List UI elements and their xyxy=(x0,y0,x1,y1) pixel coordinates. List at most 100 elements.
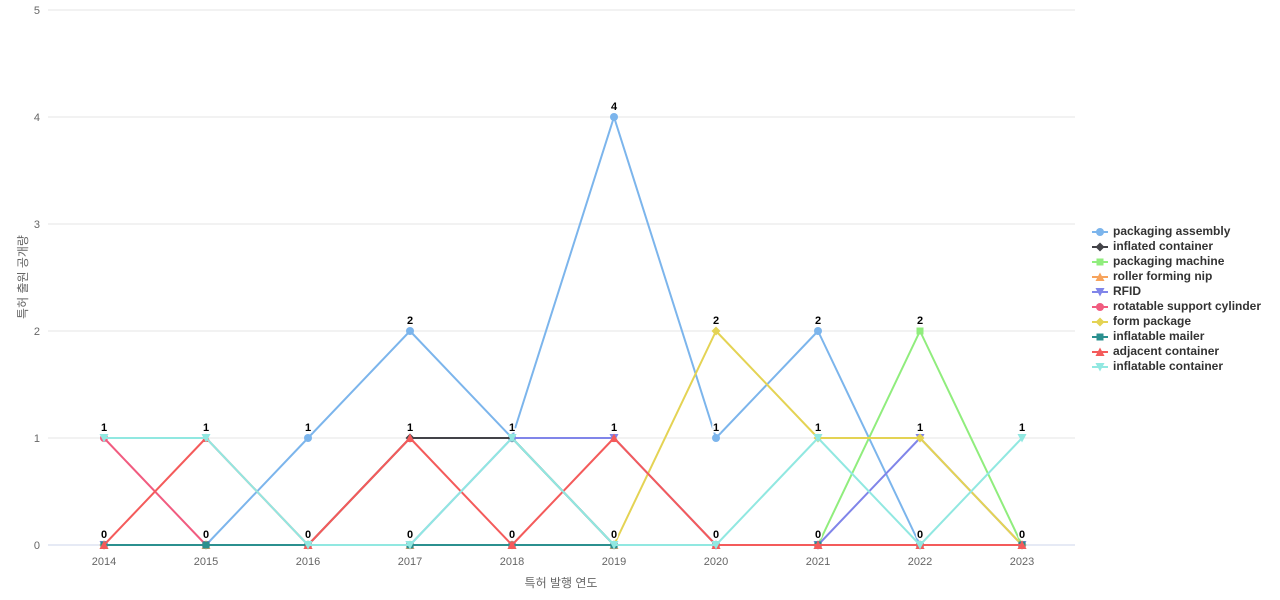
x-axis-title: 특허 발행 연도 xyxy=(524,576,598,590)
diamond-marker-icon xyxy=(1092,242,1108,251)
data-label: 2 xyxy=(713,315,719,327)
data-label: 1 xyxy=(509,422,515,434)
data-point-marker xyxy=(712,434,720,442)
legend-item-inflatable-mailer[interactable]: inflatable mailer xyxy=(1092,329,1261,344)
data-label: 1 xyxy=(407,422,413,434)
legend-item-packaging-assembly[interactable]: packaging assembly xyxy=(1092,224,1261,239)
x-tick-label: 2020 xyxy=(704,556,728,568)
legend-item-inflatable-container[interactable]: inflatable container xyxy=(1092,359,1261,374)
legend-item-inflated-container[interactable]: inflated container xyxy=(1092,239,1261,254)
legend-item-packaging-machine[interactable]: packaging machine xyxy=(1092,254,1261,269)
data-label: 1 xyxy=(1019,422,1025,434)
legend-label: RFID xyxy=(1113,284,1141,298)
data-label: 0 xyxy=(1019,529,1025,541)
triangle-down-marker-icon xyxy=(1092,287,1108,296)
y-tick-label: 3 xyxy=(34,219,40,231)
data-label: 2 xyxy=(407,315,413,327)
data-label: 2 xyxy=(815,315,821,327)
y-tick-label: 0 xyxy=(34,540,40,552)
legend-label: form package xyxy=(1113,314,1192,328)
data-point-marker xyxy=(1017,540,1027,549)
data-label: 1 xyxy=(713,422,719,434)
legend-label: inflated container xyxy=(1113,239,1214,253)
data-point-marker xyxy=(915,433,925,443)
legend-label: inflatable mailer xyxy=(1113,329,1205,343)
data-label: 2 xyxy=(917,315,923,327)
data-label: 1 xyxy=(815,422,821,434)
data-label: 4 xyxy=(611,101,618,113)
legend-label: packaging assembly xyxy=(1113,224,1231,238)
data-label: 1 xyxy=(203,422,209,434)
data-point-marker xyxy=(507,540,517,549)
series-group xyxy=(99,113,1027,550)
data-label: 0 xyxy=(101,529,107,541)
y-tick-label: 2 xyxy=(34,326,40,338)
data-label: 0 xyxy=(713,529,719,541)
y-tick-label: 1 xyxy=(34,433,40,445)
data-point-marker xyxy=(814,327,822,335)
data-point-marker xyxy=(1017,434,1027,443)
data-point-marker xyxy=(303,541,313,550)
x-tick-label: 2014 xyxy=(92,556,116,568)
data-point-marker xyxy=(711,541,721,550)
data-point-marker xyxy=(916,327,924,335)
legend-label: roller forming nip xyxy=(1113,269,1213,283)
data-point-marker xyxy=(813,540,823,549)
data-point-marker xyxy=(405,433,415,442)
legend-item-form-package[interactable]: form package xyxy=(1092,314,1261,329)
data-label: 0 xyxy=(203,529,209,541)
y-tick-label: 4 xyxy=(34,112,40,124)
data-point-marker xyxy=(406,327,414,335)
x-tick-label: 2017 xyxy=(398,556,422,568)
diamond-marker-icon xyxy=(1092,317,1108,326)
data-labels: 0 0 1 2 1 4 1 2 0 0 0 1 0 0 0 0 0 2 1 1 1 2 1 1 1 xyxy=(99,100,1026,543)
data-point-marker xyxy=(507,434,517,443)
data-label: 0 xyxy=(407,529,413,541)
x-tick-label: 2018 xyxy=(500,556,524,568)
y-axis-title: 특허 출원 공개량 xyxy=(16,235,30,319)
data-label: 0 xyxy=(611,529,617,541)
triangle-marker-icon xyxy=(1092,347,1108,356)
legend-item-roller-forming-nip[interactable]: roller forming nip xyxy=(1092,269,1261,284)
series-inflatable-container[interactable] xyxy=(99,434,1027,550)
x-tick-label: 2019 xyxy=(602,556,626,568)
x-tick-label: 2021 xyxy=(806,556,830,568)
y-tick-label: 5 xyxy=(34,5,40,17)
square-marker-icon xyxy=(1092,258,1108,265)
data-label: 0 xyxy=(305,529,311,541)
data-point-marker xyxy=(609,433,619,442)
data-point-marker xyxy=(610,113,618,121)
triangle-down-marker-icon xyxy=(1092,362,1108,371)
data-label: 0 xyxy=(815,529,821,541)
legend-label: adjacent container xyxy=(1113,344,1220,358)
triangle-marker-icon xyxy=(1092,272,1108,281)
data-point-marker xyxy=(202,541,210,549)
legend-item-adjacent-container[interactable]: adjacent container xyxy=(1092,344,1261,359)
x-tick-label: 2016 xyxy=(296,556,320,568)
data-point-marker xyxy=(405,541,415,550)
data-label: 1 xyxy=(917,422,923,434)
data-point-marker xyxy=(609,541,619,550)
data-point-marker xyxy=(915,541,925,550)
data-label: 0 xyxy=(917,529,923,541)
legend-item-rfid[interactable]: RFID xyxy=(1092,284,1261,299)
legend: packaging assembly inflated container pack… xyxy=(1092,224,1261,374)
data-point-marker xyxy=(201,434,211,443)
data-point-marker xyxy=(304,434,312,442)
data-label: 1 xyxy=(611,422,617,434)
data-label: 1 xyxy=(101,422,107,434)
data-label: 1 xyxy=(305,422,311,434)
data-label: 0 xyxy=(509,529,515,541)
circle-marker-icon xyxy=(1092,227,1108,236)
x-tick-label: 2015 xyxy=(194,556,218,568)
data-point-marker xyxy=(99,540,109,549)
data-point-marker xyxy=(711,326,721,336)
legend-label: inflatable container xyxy=(1113,359,1224,373)
legend-label: rotatable support cylinder xyxy=(1113,299,1262,313)
circle-marker-icon xyxy=(1092,302,1108,311)
data-point-marker xyxy=(813,434,823,443)
legend-item-rotatable-support-cylinder[interactable]: rotatable support cylinder xyxy=(1092,299,1261,314)
square-marker-icon xyxy=(1092,333,1108,340)
